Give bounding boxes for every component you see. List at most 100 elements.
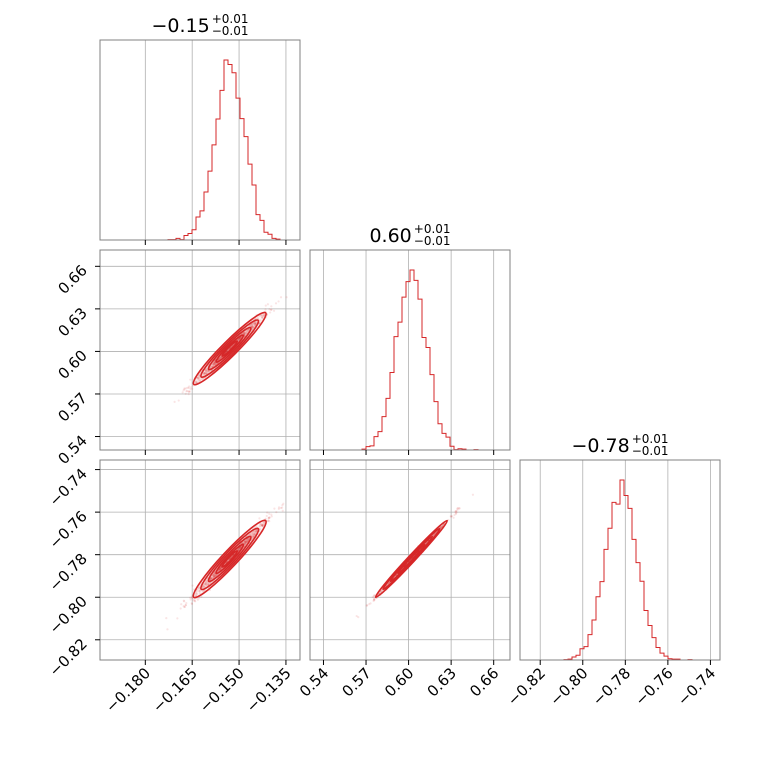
scatter-point [185,390,188,393]
title-lower-bound: −0.01 [632,444,669,458]
scatter-point [205,579,208,582]
y-tick-label: 0.63 [54,304,90,340]
scatter-point [212,362,216,365]
scatter-point [268,516,271,519]
scatter-point [243,541,246,544]
scatter-point [250,325,253,328]
scatter-point [449,515,452,518]
scatter-point [245,539,248,543]
scatter-point [196,377,199,380]
scatter-point [194,380,197,383]
scatter-point [195,380,198,383]
scatter-point [255,530,258,533]
scatter-point [261,314,264,317]
scatter-point [285,296,288,299]
scatter-point [209,577,212,580]
scatter-point [373,597,376,601]
y-tick-label: −0.74 [46,465,91,510]
scatter-point [189,378,192,381]
scatter-point [186,390,189,393]
scatter-point [252,533,255,536]
scatter-point [260,314,263,317]
y-tick-label: −0.82 [46,635,91,680]
panel-frame [309,459,511,661]
scatter-point [180,603,183,606]
scatter-point [182,389,185,392]
scatter-point [247,533,251,537]
panel-scatter2d-1-0: 0.54 0.57 0.60 0.63 0.66 [54,249,301,468]
scatter-point [204,369,208,372]
scatter-point [252,325,255,329]
scatter-point [251,534,255,537]
scatter-point [247,537,250,540]
scatter-point [187,390,191,393]
scatter-point [282,502,285,505]
scatter-point [198,590,201,593]
scatter-point [219,356,222,359]
scatter-point [204,372,208,375]
x-tick-label: −0.82 [504,664,549,709]
scatter-point [456,507,460,510]
scatter-point [245,540,248,544]
scatter-point [214,574,217,577]
scatter-point [251,537,254,540]
scatter-point [204,582,207,585]
scatter-point [270,308,273,311]
density-contour [200,319,260,378]
scatter-point [199,378,202,381]
scatter-point [388,581,391,584]
scatter-point [452,516,455,519]
scatter-point [191,584,194,587]
x-tick-label: −0.150 [196,664,248,716]
scatter-point [202,372,206,375]
density-contour [200,527,260,591]
scatter-point [183,600,186,603]
scatter-point [262,314,265,318]
scatter-point [213,575,216,578]
scatter-point [210,365,213,369]
scatter-point [204,372,207,375]
scatter-point [176,617,179,620]
y-tick-label: −0.80 [46,592,91,637]
y-tick-label: 0.60 [54,347,90,383]
scatter-point [264,308,267,311]
scatter-point [250,532,253,536]
x-tick-label: −0.180 [102,664,154,716]
scatter-point [212,574,215,577]
scatter-point [205,580,208,584]
scatter-point [197,376,200,379]
scatter-point [206,583,210,586]
scatter-point [219,356,222,359]
scatter-point [268,512,271,515]
scatter-point [215,574,218,577]
scatter-point [187,386,190,389]
scatter-point [212,364,215,367]
y-tick-label: 0.66 [54,261,90,297]
scatter-point [245,541,248,544]
scatter-point [258,522,262,525]
scatter-point [197,377,200,380]
scatter-point [192,599,195,602]
scatter-point [195,593,198,596]
scatter-point [260,524,263,527]
title-median: −0.78 [571,435,629,457]
scatter-point [371,595,374,599]
scatter-point [243,542,247,545]
y-tick-label: −0.76 [46,507,91,552]
scatter-point [244,542,248,545]
scatter-point [355,614,358,618]
scatter-point [218,568,221,572]
scatter-point [184,603,187,607]
scatter-point [204,581,207,584]
scatter-point [255,525,258,528]
scatter-point [455,511,458,514]
scatter-point [213,574,216,578]
scatter-point [253,530,256,533]
scatter-point [252,530,256,533]
scatter-point [203,372,206,375]
scatter-point [245,539,248,542]
param-title-2: −0.78 +0.01−0.01 [571,432,668,458]
scatter-point [453,513,456,517]
scatter-point [280,506,284,509]
